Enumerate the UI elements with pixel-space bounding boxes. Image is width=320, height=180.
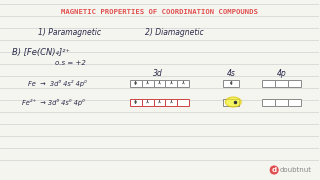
FancyBboxPatch shape (223, 98, 239, 105)
Text: Fe²⁺  → 3d⁶ 4s⁰ 4p⁰: Fe²⁺ → 3d⁶ 4s⁰ 4p⁰ (22, 98, 85, 105)
FancyBboxPatch shape (262, 98, 275, 105)
FancyBboxPatch shape (130, 80, 141, 87)
Text: d: d (272, 167, 277, 173)
Text: o.s = +2: o.s = +2 (55, 60, 86, 66)
Text: 4s: 4s (227, 69, 236, 78)
Circle shape (269, 165, 279, 175)
FancyBboxPatch shape (154, 98, 165, 105)
Text: B) [Fe(CN)₄]²⁺: B) [Fe(CN)₄]²⁺ (12, 48, 70, 57)
FancyBboxPatch shape (275, 98, 288, 105)
Text: 4p: 4p (277, 69, 287, 78)
FancyBboxPatch shape (130, 98, 141, 105)
FancyBboxPatch shape (154, 80, 165, 87)
FancyBboxPatch shape (288, 98, 301, 105)
FancyBboxPatch shape (262, 80, 275, 87)
Ellipse shape (225, 97, 241, 107)
FancyBboxPatch shape (223, 80, 239, 87)
FancyBboxPatch shape (288, 80, 301, 87)
Text: 2) Diamagnetic: 2) Diamagnetic (145, 28, 203, 37)
Text: MAGNETIC PROPERTIES OF COORDINATION COMPOUNDS: MAGNETIC PROPERTIES OF COORDINATION COMP… (61, 9, 258, 15)
Text: 3d: 3d (153, 69, 162, 78)
Text: Fe  →  3d⁶ 4s² 4p⁰: Fe → 3d⁶ 4s² 4p⁰ (28, 80, 87, 87)
FancyBboxPatch shape (165, 98, 178, 105)
FancyBboxPatch shape (141, 98, 154, 105)
FancyBboxPatch shape (141, 80, 154, 87)
FancyBboxPatch shape (165, 80, 178, 87)
Text: 1) Paramagnetic: 1) Paramagnetic (38, 28, 101, 37)
FancyBboxPatch shape (178, 80, 189, 87)
FancyBboxPatch shape (178, 98, 189, 105)
Text: doubtnut: doubtnut (279, 167, 311, 173)
FancyBboxPatch shape (275, 80, 288, 87)
